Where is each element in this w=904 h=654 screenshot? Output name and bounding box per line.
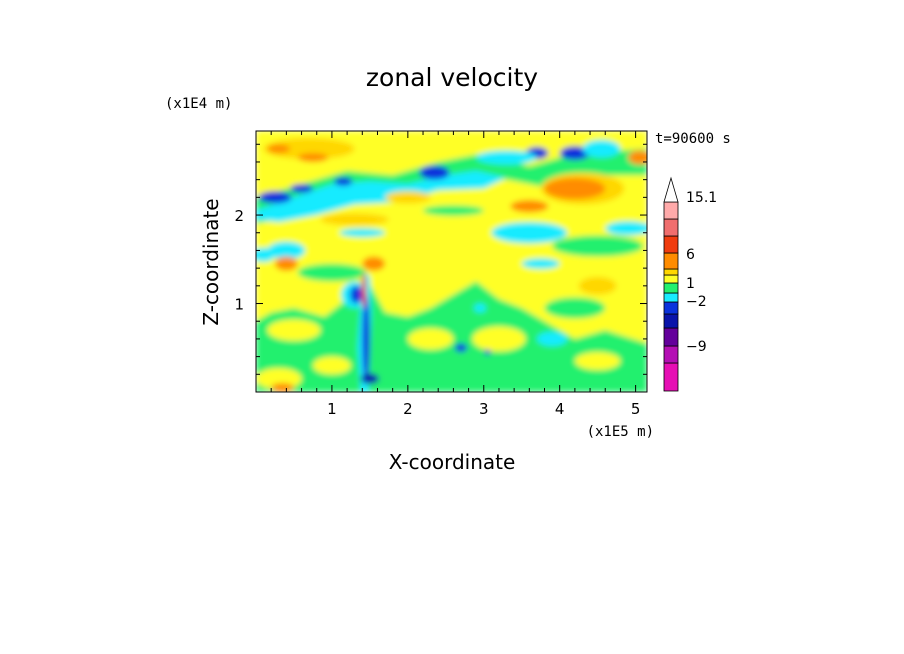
field-blob — [267, 241, 306, 260]
x-tick-label: 3 — [479, 400, 489, 418]
colorbar-bin — [663, 235, 679, 254]
colorbar-bin — [663, 313, 679, 329]
colorbar-bin — [663, 252, 679, 270]
field-blob — [350, 285, 363, 304]
field-blob — [423, 205, 484, 216]
colorbar-bin — [663, 301, 679, 315]
field-blob — [628, 150, 647, 165]
x-axis-title: X-coordinate — [389, 450, 516, 474]
field-blob — [578, 276, 617, 295]
colorbar-bin — [663, 218, 679, 237]
field-blob — [297, 263, 367, 282]
field-blob — [544, 297, 606, 319]
colorbar: 15.1 6 1 −2 −9 — [663, 176, 717, 392]
field-blob — [256, 247, 275, 262]
field-blob — [290, 184, 313, 193]
field-blob — [271, 383, 294, 392]
x-tick-label: 1 — [327, 400, 337, 418]
colorbar-tick-label: 6 — [686, 247, 695, 263]
colorbar-tick-label: 15.1 — [686, 190, 717, 206]
field-blob — [361, 272, 367, 308]
y-axis: 12 — [234, 143, 647, 375]
field-blob — [385, 191, 431, 204]
field-blob — [574, 352, 621, 370]
colorbar-bin — [663, 362, 679, 392]
colorbar-bin — [663, 268, 679, 276]
field-blob — [274, 256, 298, 271]
field-green-upper-band — [256, 148, 647, 224]
field-blob — [473, 303, 487, 313]
colorbar-bin — [663, 201, 679, 220]
field-blob — [491, 222, 568, 244]
chart-title: zonal velocity — [366, 63, 538, 92]
field-blob — [605, 221, 647, 236]
field-blob — [360, 373, 379, 385]
time-label: t=90600 s — [655, 131, 731, 147]
colorbar-bin — [663, 282, 679, 294]
colorbar-bin — [663, 345, 679, 364]
x-tick-label: 4 — [555, 400, 565, 418]
colorbar-bin — [663, 327, 679, 347]
field-blob — [362, 256, 386, 271]
x-units-label: (x1E5 m) — [587, 424, 654, 440]
plot-frame — [255, 130, 648, 393]
field-blob — [419, 165, 450, 180]
field-blob — [334, 177, 353, 186]
colorbar-bin — [663, 292, 679, 303]
field-blob — [267, 319, 321, 341]
field-blob — [297, 153, 329, 162]
colorbar-extend-cap — [663, 176, 679, 203]
field-cyan-band — [256, 170, 507, 223]
colorbar-tick-label: −2 — [686, 294, 707, 310]
y-tick-label: 2 — [234, 207, 244, 225]
field-blob — [320, 213, 389, 226]
y-tick-label: 1 — [234, 296, 244, 314]
field-blob — [312, 356, 351, 375]
field-blob — [582, 139, 621, 158]
colorbar-bin — [663, 274, 679, 284]
x-axis: 1 2 3 4 5 — [270, 131, 641, 418]
field-blob — [552, 235, 644, 257]
field-blob — [454, 343, 468, 353]
field-blob — [536, 331, 568, 346]
y-axis-title: Z-coordinate — [199, 198, 223, 325]
field-blob — [256, 368, 302, 390]
field-blob — [258, 191, 292, 204]
x-tick-label: 5 — [631, 400, 641, 418]
field-blob — [339, 228, 386, 238]
field-blob — [484, 349, 491, 355]
field-blob — [510, 200, 549, 213]
contour-field — [256, 131, 647, 392]
colorbar-tick-label: −9 — [686, 339, 707, 355]
field-blob — [362, 294, 370, 384]
field-blob — [521, 258, 560, 270]
field-blob — [472, 326, 526, 352]
x-tick-label: 2 — [403, 400, 413, 418]
field-blob — [559, 146, 591, 161]
y-units-label: (x1E4 m) — [165, 96, 232, 112]
field-blob — [476, 150, 537, 165]
field-blob — [544, 177, 606, 200]
field-blob — [407, 328, 454, 350]
colorbar-tick-label: 1 — [686, 276, 695, 292]
field-blob — [267, 144, 291, 154]
field-blob — [263, 138, 355, 160]
